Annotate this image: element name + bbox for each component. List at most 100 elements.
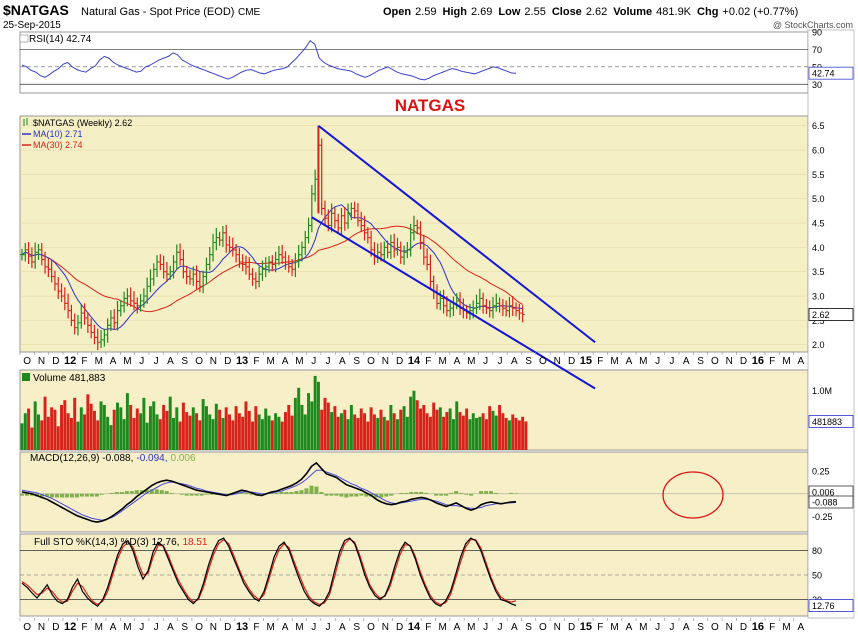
volume-bar (339, 413, 343, 450)
volume-title: Volume 481,883 (33, 373, 106, 384)
axis-bottom-label: O (195, 622, 203, 633)
axis-bottom-label: M (267, 622, 275, 633)
ohlc-volume: 481.9K (656, 6, 692, 18)
volume-bar (155, 414, 159, 450)
axis-bottom-label: M (438, 622, 446, 633)
macd-hist-bar (209, 493, 214, 495)
volume-bar (50, 407, 54, 450)
volume-bar (521, 416, 525, 450)
macd-hist-bar (279, 492, 284, 494)
macd-hist-bar (189, 493, 194, 496)
macd-hist-bar (319, 492, 324, 494)
sto-title-values: Full STO %K(14,3) %D(3) 12.76, (34, 537, 179, 548)
axis-bottom-label: M (610, 622, 618, 633)
volume-bar (498, 404, 502, 450)
axis-bottom-label: N (210, 622, 217, 633)
volume-bar (372, 414, 376, 450)
volume-bar (244, 401, 248, 450)
axis-top-label: M (610, 356, 618, 367)
axis-top-label: N (210, 356, 217, 367)
axis-bottom-label: M (639, 622, 647, 633)
axis-tick-label: 12.76 (812, 601, 835, 611)
volume-bar (524, 421, 528, 450)
axis-bottom-label: N (726, 622, 733, 633)
axis-tick-label: 5.0 (812, 194, 825, 204)
volume-bar (307, 393, 311, 450)
macd-hist-bar (409, 492, 414, 494)
volume-bar (284, 412, 287, 450)
ohlc-open: 2.59 (415, 6, 436, 18)
macd-hist-bar (359, 493, 364, 496)
rsi-toggle-icon[interactable] (19, 34, 29, 43)
volume-bar (181, 402, 185, 450)
volume-bar (346, 419, 350, 450)
ohlc-high: 2.69 (471, 6, 492, 18)
macd-hist-bar (339, 493, 344, 497)
volume-bar (409, 396, 413, 450)
volume-bar (389, 404, 393, 450)
macd-hist-bar (184, 493, 189, 496)
macd-hist-bar (54, 493, 59, 498)
axis-bottom-label: O (367, 622, 375, 633)
volume-bar (158, 419, 162, 450)
volume-bar (142, 397, 146, 450)
axis-top-label: O (23, 356, 31, 367)
volume-bar (112, 409, 116, 450)
macd-hist-bar (134, 490, 139, 494)
macd-hist-bar (154, 489, 159, 494)
axis-tick-label: 1.0M (812, 386, 832, 396)
axis-tick-label: 30 (812, 80, 822, 90)
volume-bar (270, 420, 274, 450)
axis-top-label: F (81, 356, 87, 367)
macd-hist-bar (169, 492, 174, 494)
macd-hist-bar (124, 491, 129, 494)
axis-top-label: M (467, 356, 475, 367)
axis-top-label: M (782, 356, 790, 367)
volume-bar (221, 418, 225, 450)
legend-label: MA(10) 2.71 (33, 129, 83, 139)
axis-top-label: N (726, 356, 733, 367)
axis-bottom-label: A (282, 622, 289, 633)
axis-bottom-label: N (382, 622, 389, 633)
volume-bar (125, 393, 129, 450)
axis-bottom-label: 16 (752, 621, 764, 633)
ohlc-open-label: Open (383, 6, 411, 18)
volume-bar (145, 422, 149, 450)
macd-hist-bar (414, 492, 419, 494)
axis-tick-label: 4.5 (812, 219, 825, 229)
rsi-line (21, 39, 517, 81)
volume-bar (274, 413, 278, 450)
axis-top-label: A (167, 356, 174, 367)
axis-top-label: S (353, 356, 360, 367)
volume-bar (458, 412, 462, 450)
volume-bar (89, 403, 93, 450)
macd-hist-bar (144, 490, 149, 494)
axis-top-label: S (697, 356, 704, 367)
volume-bar (481, 413, 485, 450)
trendline (317, 124, 596, 344)
macd-hist-bar (419, 492, 424, 494)
volume-bar (214, 403, 218, 450)
axis-top-label: A (798, 356, 805, 367)
volume-bar (56, 426, 60, 450)
axis-tick-label: 5.5 (812, 170, 825, 180)
volume-bar (27, 408, 31, 450)
volume-bar (415, 400, 419, 450)
axis-tick-label: 80 (812, 546, 822, 556)
axis-bottom-label: J (497, 622, 502, 633)
macd-hist-bar (159, 490, 164, 494)
date-axis-lower: O N D 12 F M A M J J A S O N D 13 F M A M J J A S O N D 14 F M A M J J A S O… (19, 618, 805, 633)
axis-top-label: A (282, 356, 289, 367)
volume-bar (241, 416, 245, 450)
axis-bottom-label: A (110, 622, 117, 633)
volume-bar (129, 404, 133, 450)
volume-bar (287, 404, 291, 450)
macd-hist-bar (49, 493, 54, 498)
volume-bar (30, 427, 34, 450)
ohlc-high-label: High (443, 6, 468, 18)
axis-bottom-label: F (769, 622, 775, 633)
ohlc-low: 2.55 (524, 6, 545, 18)
ohlc-chg: +0.02 (+0.77%) (722, 6, 798, 18)
